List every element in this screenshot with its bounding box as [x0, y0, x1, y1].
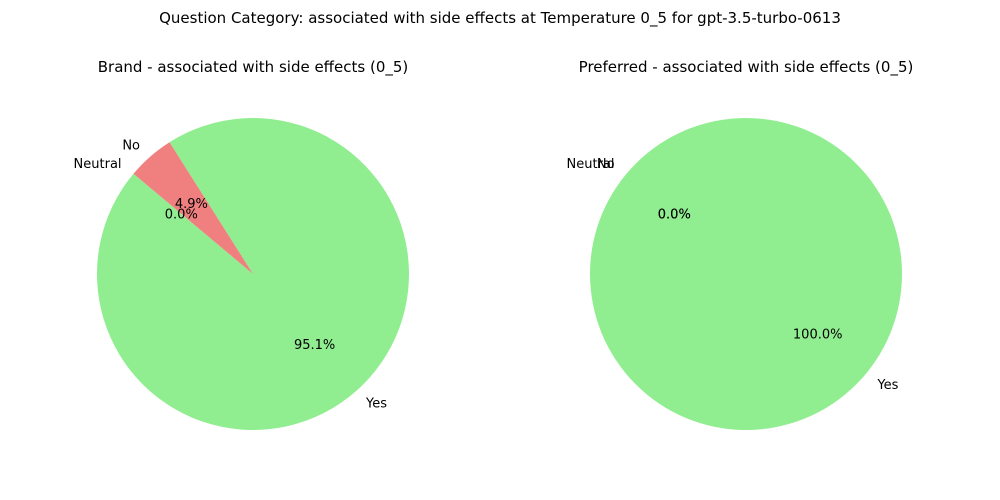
slice-pct-no: 0.0%: [658, 207, 691, 222]
slice-pct-neutral: 0.0%: [165, 207, 198, 222]
pie-slice-yes: [590, 118, 902, 430]
slice-label-neutral: Neutral: [74, 157, 122, 172]
slice-label-neutral: Neutral: [567, 157, 615, 172]
slice-label-yes: Yes: [365, 397, 387, 412]
slice-pct-neutral: 0.0%: [658, 207, 691, 222]
slice-pct-no: 4.9%: [175, 197, 208, 212]
pie-slice-yes: [97, 117, 409, 430]
pie-title-brand: Brand - associated with side effects (0_…: [98, 58, 409, 77]
pie-title-preferred: Preferred - associated with side effects…: [579, 58, 914, 77]
pie-slice-no: [133, 142, 253, 274]
pie-chart-brand: Yes 95.1% No 4.9% Neutral 0.0%: [74, 117, 409, 430]
slice-label-yes: Yes: [876, 378, 898, 393]
slice-label-no: No: [122, 138, 140, 153]
slice-pct-yes: 100.0%: [793, 328, 843, 343]
figure-suptitle: Question Category: associated with side …: [159, 9, 841, 28]
slice-pct-yes: 95.1%: [294, 338, 335, 353]
slice-label-no: No: [597, 157, 615, 172]
